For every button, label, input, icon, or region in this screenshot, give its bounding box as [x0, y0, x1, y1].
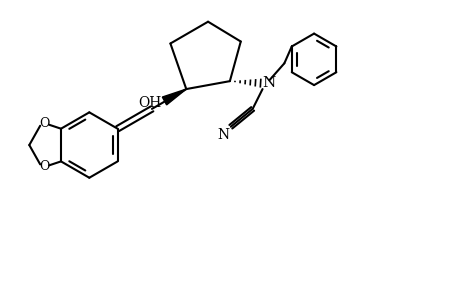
Text: N: N	[216, 128, 229, 142]
Text: N: N	[261, 76, 274, 90]
Text: OH: OH	[138, 96, 161, 110]
Text: O: O	[39, 160, 49, 173]
Text: O: O	[39, 117, 49, 130]
Polygon shape	[162, 89, 186, 105]
